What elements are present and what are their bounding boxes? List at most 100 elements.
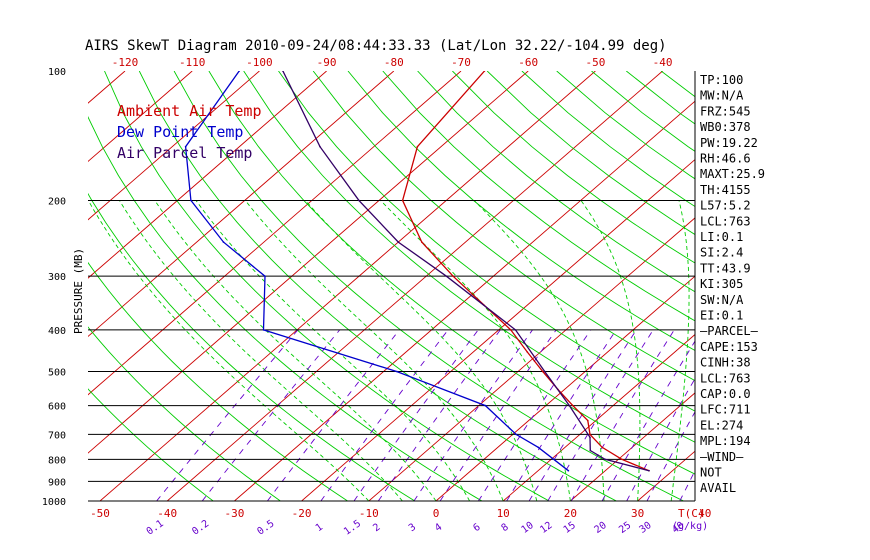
mixing-ratio-line bbox=[201, 329, 341, 501]
mixing-ratio-unit-label: (g/kg) bbox=[672, 521, 708, 532]
chart-text: AIRS SkewT Diagram 2010-09-24/08:44:33.3… bbox=[72, 38, 667, 334]
bottom-temp-tick-label: 0 bbox=[433, 507, 440, 520]
bottom-temp-tick-label: 10 bbox=[497, 507, 510, 520]
index-label: LCL:763 bbox=[700, 214, 751, 228]
isotherm-line bbox=[88, 71, 193, 163]
top-temp-tick-label: -50 bbox=[585, 56, 605, 69]
index-label: AVAIL bbox=[700, 481, 736, 495]
isotherm-line bbox=[368, 217, 695, 501]
top-temp-tick-label: -70 bbox=[451, 56, 471, 69]
dry-adiabat-line bbox=[278, 71, 695, 412]
top-temp-tick-label: -80 bbox=[384, 56, 404, 69]
moist-adiabat-line bbox=[244, 200, 504, 501]
mixing-ratio-line bbox=[156, 329, 299, 501]
dry-adiabat-line bbox=[88, 116, 483, 501]
mixing-ratio-line bbox=[439, 329, 557, 501]
series-point bbox=[396, 370, 398, 373]
series-point bbox=[401, 199, 404, 202]
series-point bbox=[567, 469, 570, 472]
mixing-ratio-tick-label: 6 bbox=[471, 522, 482, 534]
dry-adiabat-line bbox=[521, 71, 695, 208]
bottom-temp-tick-label: -20 bbox=[292, 507, 312, 520]
dry-adiabat-line bbox=[312, 71, 695, 382]
series-point bbox=[589, 433, 591, 436]
isotherm-line bbox=[166, 71, 663, 501]
mixing-ratio-tick-label: 4 bbox=[433, 522, 444, 534]
series-line-air-parcel-temp bbox=[282, 71, 650, 472]
dry-adiabat-line bbox=[417, 71, 695, 293]
index-label: RH:46.6 bbox=[700, 152, 751, 166]
top-temp-tick-label: -90 bbox=[317, 56, 337, 69]
series-point bbox=[238, 71, 240, 72]
index-label: MAXT:25.9 bbox=[700, 167, 765, 181]
dry-adiabat-line bbox=[88, 192, 416, 501]
dry-adiabat-line bbox=[243, 71, 695, 443]
legend: Ambient Air Temp Dew Point Temp Air Parcel… bbox=[117, 102, 262, 162]
series-point bbox=[604, 458, 606, 461]
mixing-ratio-tick-label: 8 bbox=[500, 522, 511, 534]
series-point bbox=[264, 275, 266, 278]
isotherm-line bbox=[301, 158, 695, 501]
mixing-ratio-tick-label: 1 bbox=[314, 522, 325, 534]
series-point bbox=[282, 71, 284, 72]
dry-adiabat-line bbox=[382, 71, 695, 322]
series-point bbox=[222, 241, 225, 243]
mixing-ratio-tick-label: 10 bbox=[520, 520, 536, 536]
moist-adiabat-line bbox=[580, 200, 641, 501]
bottom-temp-tick-label: -10 bbox=[359, 507, 379, 520]
index-label: SW:N/A bbox=[700, 293, 744, 307]
mixing-ratio-line bbox=[320, 329, 449, 501]
series-point bbox=[601, 446, 603, 449]
pressure-tick-label: 200 bbox=[48, 196, 66, 207]
dry-adiabat-line bbox=[88, 388, 214, 501]
mixing-ratio-line bbox=[413, 329, 533, 501]
isotherm-line bbox=[772, 71, 870, 501]
index-label: LCL:763 bbox=[700, 371, 751, 385]
pressure-tick-label: 300 bbox=[48, 272, 66, 283]
dry-adiabat-line bbox=[347, 71, 695, 352]
index-label: PW:19.22 bbox=[700, 136, 758, 150]
dry-adiabat-line bbox=[88, 261, 349, 501]
isotherm-line bbox=[502, 333, 695, 501]
dry-adiabat-line bbox=[173, 71, 685, 501]
top-temp-tick-label: -100 bbox=[246, 56, 273, 69]
data-series bbox=[184, 71, 650, 472]
isotherm-line bbox=[435, 275, 695, 501]
top-temp-tick-label: -40 bbox=[653, 56, 673, 69]
dry-adiabat-line bbox=[452, 71, 695, 264]
series-point bbox=[537, 446, 539, 449]
index-label: EL:274 bbox=[700, 418, 743, 432]
series-point bbox=[515, 433, 517, 436]
series-point bbox=[484, 404, 487, 407]
bottom-temp-tick-label: 20 bbox=[564, 507, 577, 520]
pressure-tick-label: 900 bbox=[48, 477, 66, 488]
series-point bbox=[568, 404, 571, 407]
mixing-ratio-tick-label: 20 bbox=[593, 520, 609, 536]
series-point bbox=[621, 458, 623, 461]
pressure-tick-label: 800 bbox=[48, 455, 66, 466]
top-temp-tick-label: -120 bbox=[112, 56, 139, 69]
y-axis-label: PRESSURE (MB) bbox=[72, 248, 85, 334]
pressure-tick-label: 400 bbox=[48, 326, 66, 337]
mixing-ratio-tick-label: 1.5 bbox=[342, 518, 363, 537]
mixing-ratio-tick-label: 0.2 bbox=[190, 518, 211, 537]
mixing-ratio-tick-label: 3 bbox=[407, 522, 418, 534]
pressure-tick-label: 600 bbox=[48, 402, 66, 413]
chart-title: AIRS SkewT Diagram 2010-09-24/08:44:33.3… bbox=[85, 38, 667, 54]
top-temp-tick-label: -60 bbox=[518, 56, 538, 69]
index-label: CAPE:153 bbox=[700, 340, 758, 354]
mixing-ratio-tick-label: 0.5 bbox=[255, 518, 276, 537]
series-point bbox=[526, 351, 528, 353]
mixing-ratio-tick-label: 15 bbox=[562, 520, 578, 536]
series-point bbox=[589, 436, 591, 439]
isotherm-line bbox=[88, 71, 327, 279]
series-point bbox=[648, 469, 650, 472]
mixing-ratio-tick-label: 30 bbox=[638, 520, 654, 536]
series-point bbox=[514, 329, 517, 331]
series-point bbox=[510, 329, 512, 331]
series-point bbox=[572, 404, 574, 407]
mixing-ratio-tick-label: 0.1 bbox=[145, 518, 166, 537]
series-point bbox=[262, 329, 265, 331]
mixing-ratio-tick-label: 25 bbox=[617, 520, 633, 536]
temp-unit-label: T(C) bbox=[678, 507, 705, 520]
